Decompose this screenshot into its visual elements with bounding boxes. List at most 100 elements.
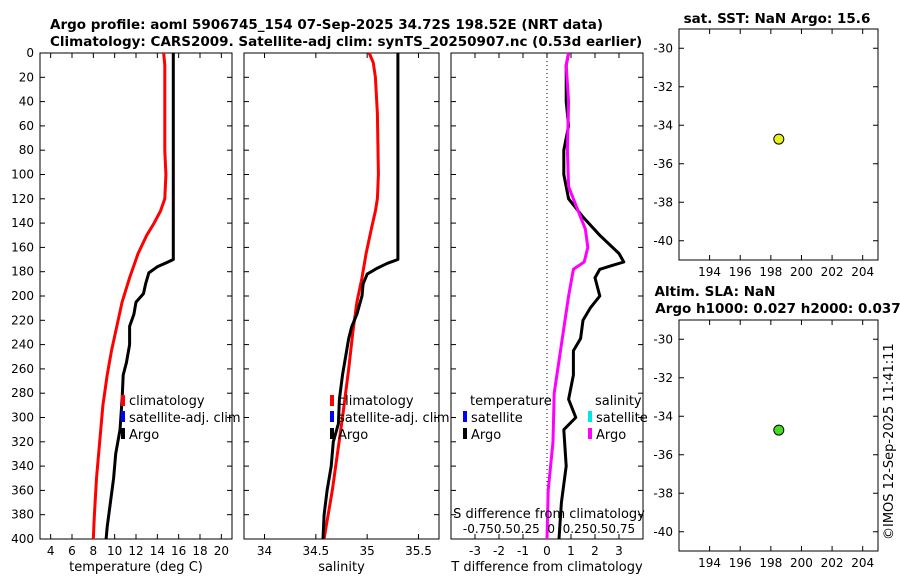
y-tick-label: 140: [11, 216, 34, 230]
series-line-climatology: [322, 52, 380, 540]
y-tick-label: 380: [11, 508, 34, 522]
salinity-panel: 34 34.5 35 35.5 salinity: [243, 52, 440, 575]
x-tick-label: 198: [759, 265, 782, 279]
difference-legend: temperature salinity satellite Argo sate…: [463, 394, 648, 443]
y-tick-label: 220: [11, 313, 34, 327]
x-tick-label: 1: [567, 544, 575, 558]
y-tick-label: 260: [11, 362, 34, 376]
x-tick-label: 34.5: [302, 544, 329, 558]
x-tick-label: -3: [469, 544, 481, 558]
y-tick-label: 100: [11, 168, 34, 182]
x-axis-label: temperature (deg C): [69, 560, 203, 575]
legend-swatch-t-satellite: [463, 411, 467, 422]
x-tick-label: 4: [47, 544, 55, 558]
x-axis-label: salinity: [318, 560, 365, 575]
argo-position-marker: [773, 133, 785, 145]
x-tick-label: 0: [543, 544, 551, 558]
x-tick-label: 8: [90, 544, 98, 558]
legend-title-temperature: temperature: [470, 394, 552, 409]
x-tick-label: 202: [821, 556, 844, 570]
y-tick-label: 300: [11, 411, 34, 425]
x-tick-label: 16: [171, 544, 186, 558]
x-tick-label: 200: [790, 556, 813, 570]
y-tick-label: -30: [653, 41, 673, 55]
series-line-argo: [104, 53, 175, 540]
y-tick-label: -38: [653, 486, 673, 500]
y-tick-label: -32: [653, 80, 673, 94]
legend-label-t-argo: Argo: [471, 428, 501, 443]
y-tick-label: 60: [19, 119, 34, 133]
x-tick-label: 12: [128, 544, 143, 558]
y-tick-label: 160: [11, 240, 34, 254]
figure-title-line1: Argo profile: aoml 5906745_154 07-Sep-20…: [50, 17, 603, 33]
legend-swatch-climatology: [330, 395, 334, 406]
x-tick-label: 35.5: [405, 544, 432, 558]
x-axis-label: T difference from climatology: [450, 560, 643, 575]
sst-map-title: sat. SST: NaN Argo: 15.6: [684, 11, 871, 27]
series-line-t-argo: [557, 52, 626, 540]
x-tick-label: 204: [851, 265, 874, 279]
legend-label-satellite-adj: satellite-adj. clim: [338, 411, 450, 426]
y-tick-label: 340: [11, 459, 34, 473]
y-tick-label: 180: [11, 265, 34, 279]
legend-label-argo: Argo: [338, 428, 368, 443]
series-line-climatology: [91, 52, 168, 540]
y-tick-label: -30: [653, 332, 673, 346]
x-tick-label: 196: [729, 265, 752, 279]
argo-position-marker: [773, 424, 785, 436]
x-tick-label: 14: [150, 544, 165, 558]
y-tick-label: -32: [653, 371, 673, 385]
temperature-legend: climatology satellite-adj. clim Argo: [121, 394, 241, 443]
x-tick-label: 194: [698, 556, 721, 570]
legend-swatch-t-argo: [463, 428, 467, 439]
sst-map-panel: 194 196 198 200 202 204 -30 -32 -34 -36 -38 -40: [653, 28, 879, 279]
y-tick-label: -34: [653, 409, 673, 423]
y-tick-label: -38: [653, 195, 673, 209]
temperature-panel: 4 6 8 10 12 14 16 18 200204060801001201401601802…: [11, 46, 233, 575]
y-tick-label: -36: [653, 157, 673, 171]
y-tick-label: 120: [11, 192, 34, 206]
legend-swatch-argo: [330, 428, 334, 439]
y-tick-label: 280: [11, 386, 34, 400]
legend-label-climatology: climatology: [338, 394, 414, 409]
y-tick-label: -36: [653, 448, 673, 462]
x-tick-label: 196: [729, 556, 752, 570]
s-diff-axis-ticks: -0.750.50.25 0 0.250.50.75: [463, 522, 635, 536]
x-tick-label: 35: [360, 544, 375, 558]
series-line-s-argo: [545, 52, 590, 540]
sla-map-title-line2: Argo h1000: 0.027 h2000: 0.037: [655, 301, 900, 317]
y-tick-label: 320: [11, 435, 34, 449]
difference-panel: -3 -2 -1 0 1 2 3 T difference from climatology: [450, 52, 644, 575]
y-tick-label: -40: [653, 525, 673, 539]
x-tick-label: 202: [821, 265, 844, 279]
x-tick-label: 18: [192, 544, 207, 558]
panel-sst-frame: [678, 28, 879, 261]
y-tick-label: -34: [653, 118, 673, 132]
s-diff-axis-label: S difference from climatology: [453, 507, 645, 522]
sla-map-title-line1: Altim. SLA: NaN: [655, 284, 776, 300]
legend-label-climatology: climatology: [129, 394, 205, 409]
panel-sal-frame: [243, 52, 440, 540]
y-tick-label: 360: [11, 483, 34, 497]
sla-map-panel: 194 196 198 200 202 204 -30 -32 -34 -36 -38 -40: [653, 319, 879, 570]
y-tick-label: 20: [19, 70, 34, 84]
legend-swatch-satellite-adj: [121, 411, 125, 422]
y-tick-label: 0: [26, 46, 34, 60]
salinity-legend: climatology satellite-adj. clim Argo: [330, 394, 450, 443]
legend-label-argo: Argo: [129, 428, 159, 443]
legend-label-t-satellite: satellite: [471, 411, 523, 426]
y-tick-label: 200: [11, 289, 34, 303]
legend-swatch-climatology: [121, 395, 125, 406]
legend-swatch-satellite-adj: [330, 411, 334, 422]
legend-label-s-satellite: satellite: [596, 411, 648, 426]
legend-swatch-s-argo: [588, 428, 592, 439]
x-tick-label: -1: [517, 544, 529, 558]
imos-watermark: ©IMOS 12-Sep-2025 11:41:11: [882, 343, 897, 540]
legend-label-s-argo: Argo: [596, 428, 626, 443]
figure-title-line2: Climatology: CARS2009. Satellite-adj cli…: [50, 34, 642, 50]
series-line-argo: [321, 53, 400, 540]
x-tick-label: 3: [615, 544, 623, 558]
y-tick-label: 240: [11, 338, 34, 352]
panel-temp-frame: [39, 52, 233, 540]
y-tick-label: 80: [19, 143, 34, 157]
